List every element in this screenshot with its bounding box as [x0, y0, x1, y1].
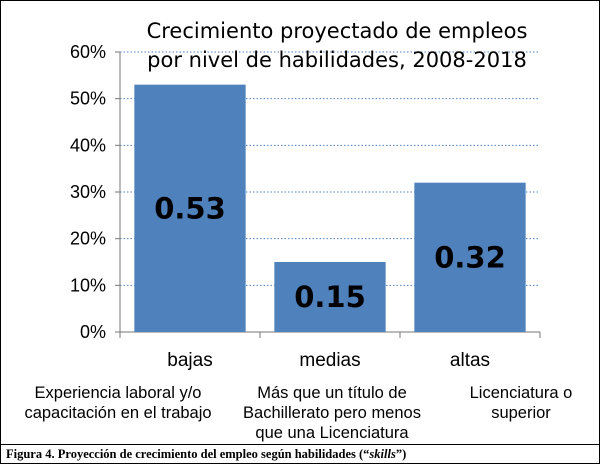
caption-divider — [0, 444, 600, 445]
note-line: capacitación en el trabajo — [24, 404, 212, 422]
note-line: que una Licenciatura — [255, 424, 409, 442]
bars — [134, 84, 526, 333]
category-label-bajas: bajas — [167, 350, 212, 371]
y-tick-label: 60% — [70, 42, 106, 62]
data-label-altas: 0.32 — [434, 240, 506, 274]
chart-title-line-1: Crecimiento proyectado de empleos — [147, 19, 528, 43]
caption-emphasis: skills — [369, 447, 396, 461]
chart-title-line-2: por nivel de habilidades, 2008-2018 — [147, 48, 527, 72]
bar-chart: 0% 10% 20% 30% 40% 50% 60% 0.53 0.15 0.32 bajas m… — [70, 19, 541, 371]
bar-altas — [414, 182, 526, 332]
category-note-medias: Más que un título de Bachillerato pero m… — [224, 383, 440, 443]
figure-caption: Figura 4. Proyección de crecimiento del … — [6, 447, 406, 462]
bar-medias — [274, 262, 386, 332]
y-tick-label: 20% — [70, 229, 106, 249]
data-label-bajas: 0.53 — [154, 191, 226, 225]
y-tick-label: 10% — [70, 275, 106, 295]
category-label-altas: altas — [450, 350, 490, 371]
y-tick-label: 50% — [70, 89, 106, 109]
note-line: Experiencia laboral y/o — [34, 384, 202, 402]
note-line: Licenciatura o — [469, 384, 573, 402]
caption-suffix: ”) — [395, 447, 407, 461]
note-line: Más que un título de — [257, 384, 407, 402]
y-axis-ticks: 0% 10% 20% 30% 40% 50% 60% — [70, 42, 106, 342]
y-tick-label: 30% — [70, 182, 106, 202]
category-note-bajas: Experiencia laboral y/o capacitación en … — [6, 383, 230, 423]
y-tick-label: 40% — [70, 135, 106, 155]
data-labels: 0.53 0.15 0.32 — [154, 191, 506, 314]
category-note-altas: Licenciatura o superior — [450, 383, 592, 423]
bar-bajas — [134, 84, 246, 333]
category-labels: bajas medias altas — [167, 350, 490, 371]
caption-prefix: Figura 4. Proyección de crecimiento del … — [6, 447, 370, 461]
note-line: superior — [491, 404, 551, 422]
data-label-medias: 0.15 — [294, 280, 366, 314]
category-label-medias: medias — [299, 350, 360, 371]
note-line: Bachillerato pero menos — [243, 404, 421, 422]
y-tick-label: 0% — [80, 322, 106, 342]
